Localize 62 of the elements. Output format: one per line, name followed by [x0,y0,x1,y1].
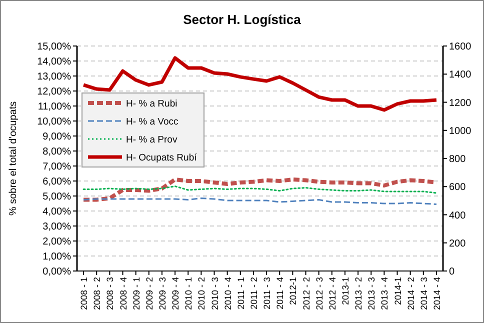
y-tick-label: 5,00% [42,192,72,202]
x-tick-label: 2012 - 2 [301,277,312,310]
x-tick-label: 2010 - 2 [196,277,207,310]
x-tick-label: 2009 - 4 [170,277,181,310]
y-tick-label: 11,00% [38,102,72,112]
x-tick-label: 2014 - 2 [406,277,416,310]
x-tick-label: 2014 - 3 [418,277,429,310]
y-tick-label: 15,00% [37,42,72,52]
y-tick-label: 14,00% [37,56,72,68]
y-tick-label: 13,00% [37,72,72,82]
x-tick-label: 2010 - 1 [184,277,194,310]
y2-tick-label: 0 [449,266,455,278]
legend-label: H- % a Rubi [126,98,178,110]
x-tick-label: 2010 - 3 [210,277,220,310]
x-tick-label: 2013-1 [340,277,350,306]
x-tick-label: 2009 - 3 [157,277,168,310]
x-tick-label: 2009 - 2 [144,277,154,310]
x-tick-label: 2011 - 1 [236,277,246,310]
x-tick-label: 2012-1 [288,277,298,306]
y2-tick-label: 600 [449,182,466,194]
y-tick-label: 0,00% [42,266,72,278]
y2-tick-label: 400 [449,210,466,222]
y2-tick-label: 1400 [449,70,472,81]
y2-tick-label: 1000 [449,126,472,137]
x-tick-label: 2010 - 4 [222,277,233,310]
x-tick-label: 2012 - 4 [327,277,338,310]
y-tick-label: 10,00% [37,116,72,128]
x-tick-label: 2011 - 4 [275,277,286,310]
y-tick-label: 8,00% [42,146,72,158]
y-tick-label: 7,00% [42,162,72,172]
x-tick-label: 2014 - 4 [432,277,442,310]
x-tick-label: 2011 - 3 [262,277,272,310]
y-axis-title: % sobre el total d'ocupats [8,101,19,216]
x-tick-label: 2013 - 3 [366,277,377,310]
y-tick-label: 4,00% [42,206,72,218]
x-tick-label: 2013 - 2 [354,277,364,310]
x-tick-label: 2012 - 3 [314,277,324,310]
y-tick-label: 9,00% [42,132,72,142]
line-series [82,56,438,112]
y-tick-label: 12,00% [37,86,72,98]
line-series [82,186,438,194]
legend-label: H- % a Vocc [126,116,179,128]
legend-label: H- % a Prov [126,134,178,146]
x-tick-label: 2008 - 3 [105,277,116,310]
x-tick-label: 2008 - 1 [79,277,90,310]
x-tick-label: 2008 - 4 [118,277,128,310]
y-tick-label: 6,00% [42,176,72,188]
y-tick-label: 3,00% [42,222,72,232]
y2-tick-label: 800 [449,154,466,165]
x-tick-label: 2014-1 [392,277,403,306]
y-tick-label: 1,00% [42,252,72,262]
y2-tick-label: 1200 [449,98,472,109]
x-tick-label: 2013 - 4 [380,277,390,310]
y-tick-label: 2,00% [42,236,72,248]
x-tick-label: 2009 - 1 [131,277,142,310]
x-tick-label: 2011 - 2 [248,277,259,310]
y2-tick-label: 200 [449,238,466,250]
y2-tick-label: 1600 [449,42,472,52]
legend-label: H- Ocupats Rubí [126,152,198,164]
line-series [82,178,438,202]
chart-title: Sector H. Logística [183,12,302,27]
x-tick-label: 2008 - 2 [92,277,102,310]
